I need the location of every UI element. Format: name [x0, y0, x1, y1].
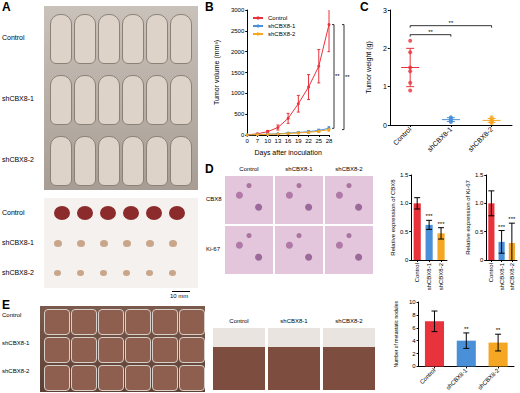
- svg-text:0.5: 0.5: [400, 229, 409, 235]
- svg-text:Days after inoculation: Days after inoculation: [254, 149, 321, 157]
- svg-text:Control: Control: [488, 263, 494, 282]
- svg-text:2000: 2000: [231, 49, 245, 55]
- svg-text:**: **: [464, 326, 469, 332]
- svg-text:shCBX8-1: shCBX8-1: [268, 23, 296, 29]
- svg-text:Relative expression of CBX8: Relative expression of CBX8: [390, 179, 396, 256]
- svg-text:1: 1: [383, 83, 387, 90]
- svg-text:Control: Control: [268, 15, 287, 21]
- html-text:Control: Control: [2, 312, 22, 318]
- svg-text:0.5: 0.5: [475, 229, 484, 235]
- html-text:Control: Control: [2, 34, 25, 41]
- svg-text:28: 28: [326, 138, 333, 144]
- svg-text:Number of metastatic nodules: Number of metastatic nodules: [393, 301, 399, 368]
- svg-text:Relative expression of Ki-67: Relative expression of Ki-67: [465, 179, 471, 254]
- html-text:shCBX8-2: shCBX8-2: [335, 166, 363, 172]
- svg-text:shCBX8-1: shCBX8-1: [426, 125, 454, 153]
- svg-text:**: **: [449, 20, 454, 26]
- svg-text:***: ***: [426, 213, 434, 219]
- html-text:Control: Control: [239, 166, 259, 172]
- svg-text:2: 2: [412, 351, 416, 357]
- svg-text:4: 4: [412, 338, 416, 344]
- html-text:shCBX8-2: shCBX8-2: [2, 269, 34, 276]
- svg-text:1500: 1500: [231, 70, 245, 76]
- svg-text:shCBX8-2: shCBX8-2: [268, 31, 296, 37]
- svg-text:Control: Control: [419, 367, 437, 385]
- html-text:D: D: [205, 162, 214, 176]
- html-text:shCBX8-2: shCBX8-2: [2, 368, 30, 374]
- html-text:10 mm: 10 mm: [170, 293, 189, 299]
- svg-text:2500: 2500: [231, 28, 245, 34]
- svg-text:3: 3: [383, 7, 387, 14]
- html-text:Ki-67: Ki-67: [206, 246, 220, 252]
- svg-text:shCBX8-2: shCBX8-2: [509, 262, 515, 290]
- html-text:shCBX8-1: shCBX8-1: [2, 95, 34, 102]
- svg-text:shCBX8-1: shCBX8-1: [445, 367, 469, 391]
- svg-text:Control: Control: [392, 125, 413, 146]
- svg-text:shCBX8-2: shCBX8-2: [438, 262, 444, 290]
- svg-text:shCBX8-2: shCBX8-2: [467, 125, 495, 153]
- svg-text:2: 2: [383, 45, 387, 52]
- svg-text:8: 8: [412, 312, 416, 318]
- html-text:E: E: [2, 298, 10, 312]
- html-text:shCBX8-1: shCBX8-1: [285, 166, 313, 172]
- html-text:B: B: [205, 0, 214, 14]
- svg-text:1000: 1000: [231, 90, 245, 96]
- svg-text:3000: 3000: [231, 7, 245, 13]
- html-text:C: C: [360, 0, 369, 14]
- svg-text:1.5: 1.5: [400, 172, 409, 178]
- svg-text:0: 0: [412, 363, 416, 369]
- svg-text:***: ***: [498, 224, 506, 230]
- svg-text:**: **: [496, 327, 501, 333]
- svg-text:***: ***: [438, 221, 446, 227]
- svg-text:Tumor weight (g): Tumor weight (g): [365, 41, 373, 94]
- svg-text:Tumor volume (mm³): Tumor volume (mm³): [213, 40, 221, 105]
- svg-text:6: 6: [412, 325, 416, 331]
- svg-text:***: ***: [508, 216, 516, 222]
- svg-text:**: **: [428, 29, 433, 35]
- svg-text:0: 0: [383, 122, 387, 129]
- svg-text:0: 0: [241, 132, 245, 138]
- svg-text:shCBX8-1: shCBX8-1: [499, 262, 505, 290]
- svg-text:7: 7: [256, 138, 260, 144]
- html-text:CBX8: CBX8: [206, 196, 222, 202]
- html-text:shCBX8-1: shCBX8-1: [280, 318, 308, 324]
- html-text:Control: Control: [2, 209, 25, 216]
- svg-text:1.0: 1.0: [400, 200, 409, 206]
- svg-text:**: **: [335, 73, 340, 79]
- svg-text:13: 13: [275, 138, 282, 144]
- svg-text:Control: Control: [414, 263, 420, 282]
- html-text:shCBX8-1: shCBX8-1: [2, 340, 30, 346]
- svg-text:1.0: 1.0: [475, 200, 484, 206]
- svg-text:500: 500: [234, 111, 245, 117]
- svg-text:25: 25: [315, 138, 322, 144]
- html-text:shCBX8-2: shCBX8-2: [335, 318, 363, 324]
- html-text:Control: Control: [229, 318, 249, 324]
- html-text:A: A: [2, 0, 11, 14]
- svg-text:shCBX8-1: shCBX8-1: [426, 262, 432, 290]
- svg-text:0: 0: [480, 257, 484, 263]
- svg-text:10: 10: [264, 138, 271, 144]
- html-text:shCBX8-1: shCBX8-1: [2, 239, 34, 246]
- svg-text:0: 0: [246, 138, 250, 144]
- svg-text:10: 10: [409, 299, 416, 305]
- svg-text:0: 0: [405, 257, 409, 263]
- svg-text:22: 22: [305, 138, 312, 144]
- svg-text:shCBX8-2: shCBX8-2: [477, 367, 501, 391]
- svg-text:19: 19: [295, 138, 302, 144]
- svg-text:16: 16: [285, 138, 292, 144]
- svg-text:**: **: [345, 74, 350, 80]
- svg-text:1.5: 1.5: [475, 172, 484, 178]
- html-text:shCBX8-2: shCBX8-2: [2, 156, 34, 163]
